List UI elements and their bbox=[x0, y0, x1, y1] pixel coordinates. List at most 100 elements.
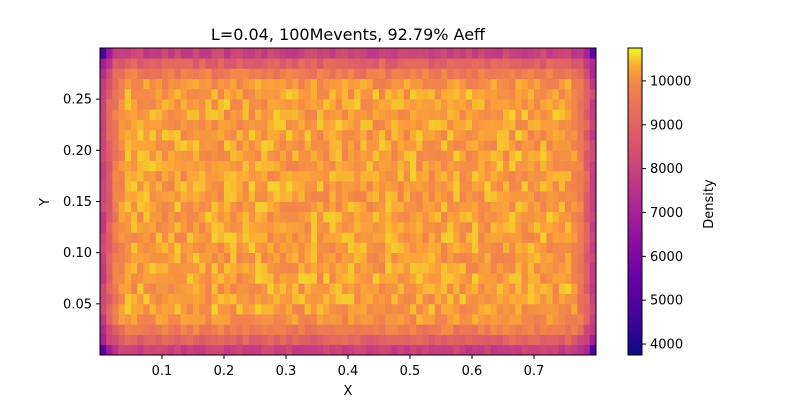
heatmap-cell bbox=[540, 273, 547, 284]
heatmap-cell bbox=[118, 78, 126, 90]
heatmap-cell bbox=[558, 88, 566, 100]
heatmap-cell bbox=[131, 181, 138, 192]
heatmap-cell bbox=[515, 160, 522, 172]
heatmap-cell bbox=[459, 119, 467, 131]
heatmap-cell bbox=[441, 129, 448, 141]
heatmap-cell bbox=[385, 150, 392, 161]
heatmap-cell bbox=[193, 109, 200, 120]
heatmap-cell bbox=[279, 191, 287, 202]
heatmap-cell bbox=[490, 58, 498, 69]
heatmap-cell bbox=[317, 48, 324, 59]
heatmap-cell bbox=[267, 160, 274, 172]
heatmap-cell bbox=[323, 221, 330, 233]
heatmap-cell bbox=[286, 283, 293, 294]
heatmap-cell bbox=[149, 150, 157, 161]
heatmap-cell bbox=[360, 191, 367, 202]
heatmap-cell bbox=[496, 160, 504, 172]
heatmap-cell bbox=[323, 324, 330, 335]
heatmap-cell bbox=[410, 109, 417, 120]
heatmap-cell bbox=[441, 99, 448, 110]
heatmap-cell bbox=[205, 58, 212, 69]
heatmap-cell bbox=[143, 58, 150, 69]
heatmap-cell bbox=[193, 262, 200, 274]
heatmap-cell bbox=[422, 232, 429, 243]
heatmap-cell bbox=[589, 58, 597, 69]
heatmap-cell bbox=[186, 129, 194, 141]
heatmap-cell bbox=[323, 252, 330, 264]
heatmap-cell bbox=[162, 170, 169, 182]
heatmap-cell bbox=[224, 242, 231, 254]
heatmap-cell bbox=[100, 232, 107, 243]
heatmap-cell bbox=[124, 324, 132, 335]
heatmap-cell bbox=[496, 150, 504, 161]
heatmap-cell bbox=[391, 283, 398, 294]
heatmap-cell bbox=[199, 181, 206, 192]
heatmap-cell bbox=[434, 109, 442, 120]
heatmap-cell bbox=[286, 221, 293, 233]
heatmap-cell bbox=[255, 221, 262, 233]
heatmap-cell bbox=[521, 314, 529, 325]
heatmap-cell bbox=[546, 170, 553, 182]
heatmap-cell bbox=[112, 140, 119, 151]
heatmap-cell bbox=[397, 68, 405, 80]
heatmap-cell bbox=[372, 68, 380, 80]
heatmap-cell bbox=[416, 262, 423, 274]
heatmap-cell bbox=[335, 324, 343, 335]
heatmap-cell bbox=[503, 88, 510, 100]
heatmap-cell bbox=[416, 314, 423, 325]
heatmap-cell bbox=[131, 252, 138, 264]
heatmap-cell bbox=[379, 78, 386, 90]
heatmap-cell bbox=[248, 303, 256, 315]
heatmap-cell bbox=[317, 88, 324, 100]
heatmap-cell bbox=[422, 68, 429, 80]
heatmap-cell bbox=[410, 252, 417, 264]
heatmap-cell bbox=[304, 334, 312, 346]
heatmap-cell bbox=[546, 140, 553, 151]
heatmap-cell bbox=[211, 160, 219, 172]
heatmap-cell bbox=[534, 232, 541, 243]
heatmap-cell bbox=[149, 344, 157, 356]
heatmap-cell bbox=[255, 119, 262, 131]
heatmap-cell bbox=[558, 221, 566, 233]
heatmap-cell bbox=[441, 191, 448, 202]
heatmap-cell bbox=[546, 283, 553, 294]
heatmap-cell bbox=[484, 221, 491, 233]
heatmap-cell bbox=[527, 170, 535, 182]
heatmap-cell bbox=[552, 140, 560, 151]
heatmap-cell bbox=[317, 242, 324, 254]
heatmap-cell bbox=[304, 48, 312, 59]
heatmap-cell bbox=[509, 283, 516, 294]
heatmap-cell bbox=[366, 211, 374, 223]
heatmap-cell bbox=[410, 160, 417, 172]
heatmap-cell bbox=[410, 48, 417, 59]
heatmap-cell bbox=[279, 181, 287, 192]
heatmap-cell bbox=[149, 78, 157, 90]
heatmap-cell bbox=[422, 334, 429, 346]
heatmap-cell bbox=[503, 211, 510, 223]
heatmap-cell bbox=[428, 252, 436, 264]
heatmap-cell bbox=[379, 314, 386, 325]
heatmap-cell bbox=[298, 201, 305, 213]
heatmap-cell bbox=[571, 129, 578, 141]
heatmap-cell bbox=[224, 303, 231, 315]
heatmap-cell bbox=[571, 293, 578, 305]
heatmap-cell bbox=[162, 48, 169, 59]
heatmap-cell bbox=[298, 129, 305, 141]
heatmap-cell bbox=[236, 88, 243, 100]
heatmap-cell bbox=[174, 283, 181, 294]
heatmap-cell bbox=[521, 303, 529, 315]
heatmap-cell bbox=[186, 48, 194, 59]
heatmap-cell bbox=[205, 150, 212, 161]
heatmap-cell bbox=[329, 221, 336, 233]
heatmap-cell bbox=[131, 160, 138, 172]
heatmap-cell bbox=[391, 242, 398, 254]
heatmap-cell bbox=[304, 324, 312, 335]
heatmap-cell bbox=[162, 211, 169, 223]
heatmap-cell bbox=[118, 232, 126, 243]
heatmap-cell bbox=[422, 242, 429, 254]
heatmap-cell bbox=[261, 150, 268, 161]
heatmap-cell bbox=[304, 211, 312, 223]
heatmap-cell bbox=[329, 303, 336, 315]
heatmap-cell bbox=[137, 150, 144, 161]
